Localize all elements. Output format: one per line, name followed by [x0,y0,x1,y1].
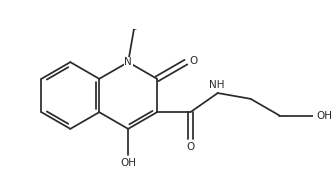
Text: NH: NH [209,80,224,90]
Text: O: O [189,56,197,66]
Text: N: N [124,57,132,67]
Text: OH: OH [316,111,332,121]
Text: O: O [186,142,194,152]
Text: OH: OH [120,158,136,168]
